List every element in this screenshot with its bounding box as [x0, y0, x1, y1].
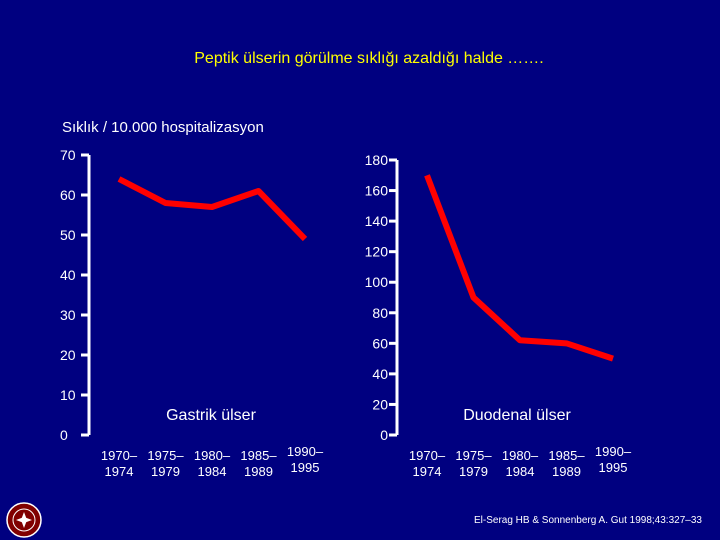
duodenal-series-line: [424, 174, 614, 362]
duodenal-y-tick-label: 60: [372, 335, 388, 351]
duodenal-x-tick-label-line2: 1995: [599, 460, 628, 475]
duodenal-x-tick-label-line1: 1980–: [502, 448, 539, 463]
gastric-x-tick-label-line1: 1975–: [147, 448, 184, 463]
gastric-x-tick-label-line2: 1974: [105, 464, 134, 479]
gastric-x-tick-label-line2: 1995: [291, 460, 320, 475]
gastric-y-tick-label: 10: [60, 387, 76, 403]
duodenal-y-tick-label: 40: [372, 366, 388, 382]
y-unit-label: Sıklık / 10.000 hospitalizasyon: [62, 119, 264, 136]
citation: El-Serag HB & Sonnenberg A. Gut 1998;43:…: [474, 515, 702, 526]
duodenal-y-tick-label: 120: [365, 244, 389, 260]
gastric-x-tick-label-line1: 1980–: [194, 448, 231, 463]
duodenal-y-tick-label: 100: [365, 274, 389, 290]
duodenal-x-tick-label-line1: 1990–: [595, 444, 632, 459]
duodenal-chart-title: Duodenal ülser: [463, 407, 571, 424]
slide-title: Peptik ülserin görülme sıklığı azaldığı …: [194, 50, 544, 67]
gastric-y-tick-label: 30: [60, 307, 76, 323]
gastric-x-tick-label-line1: 1985–: [240, 448, 277, 463]
gastric-y-tick-label: 20: [60, 347, 76, 363]
duodenal-x-tick-label-line2: 1974: [413, 464, 442, 479]
duodenal-y-tick-label: 140: [365, 213, 389, 229]
duodenal-x-tick-label-line1: 1975–: [455, 448, 492, 463]
gastric-x-tick-label-line2: 1984: [198, 464, 227, 479]
gastric-y-tick-label: 70: [60, 147, 76, 163]
gastric-series-line: [117, 176, 308, 242]
duodenal-x-tick-label-line2: 1989: [552, 464, 581, 479]
duodenal-x-tick-label-line2: 1979: [459, 464, 488, 479]
duodenal-x-tick-label-line1: 1970–: [409, 448, 446, 463]
gastric-x-tick-label-line1: 1970–: [101, 448, 138, 463]
duodenal-x-tick-label-line2: 1984: [506, 464, 535, 479]
duodenal-y-tick-label: 180: [365, 152, 389, 168]
duodenal-y-tick-label: 160: [365, 183, 389, 199]
gastric-y-tick-label: 60: [60, 187, 76, 203]
gastric-y-tick-label: 40: [60, 267, 76, 283]
duodenal-y-tick-label: 0: [380, 427, 388, 443]
duodenal-y-tick-label: 80: [372, 305, 388, 321]
gastric-chart-title: Gastrik ülser: [166, 407, 256, 424]
gastric-x-tick-label-line1: 1990–: [287, 444, 324, 459]
gastric-x-tick-label-line2: 1979: [151, 464, 180, 479]
gastric-y-tick-label: 50: [60, 227, 76, 243]
gastric-y-tick-label: 0: [60, 427, 68, 443]
duodenal-y-tick-label: 20: [372, 396, 388, 412]
duodenal-x-tick-label-line1: 1985–: [548, 448, 585, 463]
gastric-x-tick-label-line2: 1989: [244, 464, 273, 479]
university-seal-icon: [6, 502, 42, 538]
